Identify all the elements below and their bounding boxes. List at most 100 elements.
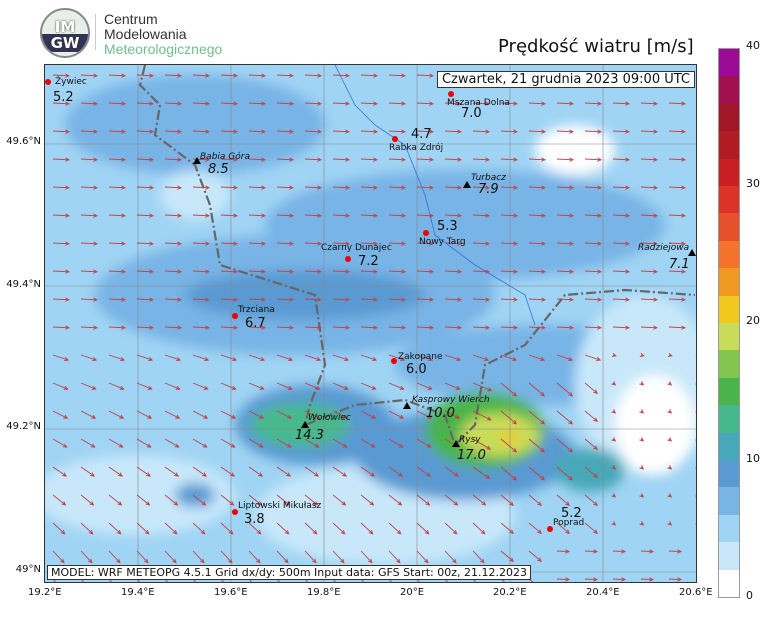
- wind-arrow: [192, 466, 208, 477]
- wind-field: [45, 65, 696, 582]
- wind-arrow: [668, 157, 687, 162]
- wind-arrow: [528, 213, 547, 218]
- divider: [95, 14, 96, 50]
- wind-arrow: [528, 550, 543, 562]
- wind-arrow: [500, 354, 518, 362]
- wind-arrow: [612, 297, 631, 302]
- wind-arrow: [668, 129, 687, 134]
- wind-arrow: [304, 438, 320, 448]
- wind-arrow: [332, 325, 351, 330]
- wind-arrow: [248, 129, 267, 134]
- wind-arrow: [640, 577, 655, 582]
- station-name: Rabka Zdrój: [389, 143, 444, 153]
- wind-arrow: [640, 549, 655, 554]
- wind-arrow: [444, 241, 463, 246]
- wind-arrow: [612, 157, 631, 162]
- peak-marker-icon: [403, 402, 411, 409]
- wind-arrow: [500, 157, 519, 162]
- wind-arrow: [556, 157, 575, 162]
- wind-arrow: [304, 129, 323, 134]
- wind-arrow: [332, 241, 351, 246]
- wind-arrow: [304, 325, 323, 330]
- wind-arrow: [667, 352, 673, 357]
- wind-arrow: [556, 494, 571, 506]
- wind-arrow: [248, 354, 266, 362]
- wind-arrow: [136, 157, 155, 162]
- wind-arrow: [220, 410, 237, 419]
- wind-arrow: [108, 269, 127, 274]
- wind-arrow: [416, 213, 435, 218]
- wind-arrow: [416, 269, 435, 274]
- wind-arrow: [80, 269, 99, 274]
- wind-arrow: [667, 521, 673, 526]
- wind-arrow: [192, 354, 210, 362]
- wind-arrow: [556, 269, 575, 274]
- wind-arrow: [612, 325, 631, 330]
- station-name: Babia Góra: [200, 152, 250, 162]
- wind-arrow: [332, 494, 347, 506]
- wind-arrow: [192, 438, 208, 448]
- wind-arrow: [444, 101, 463, 106]
- wind-arrow: [612, 129, 631, 134]
- wind-arrow: [248, 438, 264, 448]
- wind-arrow: [108, 438, 124, 448]
- wind-arrow: [584, 157, 603, 162]
- wind-arrow: [332, 410, 349, 419]
- wind-arrow: [667, 381, 673, 386]
- wind-arrow: [444, 129, 463, 134]
- wind-arrow: [472, 297, 491, 302]
- wind-arrow: [276, 185, 295, 190]
- wind-arrow: [360, 297, 379, 302]
- wind-arrow: [612, 269, 631, 274]
- wind-arrow: [444, 269, 463, 274]
- colorbar-bin: [719, 322, 739, 351]
- wind-arrow: [304, 157, 323, 162]
- wind-arrow: [416, 241, 435, 246]
- wind-map: Czwartek, 21 grudnia 2023 09:00 UTC MODE…: [44, 64, 697, 583]
- station-wind-value: 7.2: [358, 254, 379, 269]
- wind-arrow: [248, 522, 262, 535]
- wind-arrow: [360, 269, 379, 274]
- wind-arrow: [584, 382, 599, 394]
- wind-arrow: [332, 269, 351, 274]
- wind-arrow: [220, 157, 239, 162]
- station-name: Liptowski Mikułasz: [238, 501, 322, 511]
- colorbar-bin: [719, 76, 739, 104]
- wind-arrow: [611, 381, 617, 386]
- wind-arrow: [80, 578, 85, 582]
- wind-arrow: [360, 410, 377, 419]
- map-title: Prędkość wiatru [m/s]: [498, 36, 694, 57]
- wind-arrow: [192, 269, 211, 274]
- station-name: Turbacz: [471, 173, 506, 183]
- wind-arrow: [164, 269, 183, 274]
- wind-arrow: [584, 297, 603, 302]
- station-name: Rysy: [459, 435, 481, 445]
- wind-arrow: [668, 101, 687, 106]
- wind-arrow: [248, 325, 267, 330]
- wind-arrow: [416, 101, 435, 106]
- wind-arrow: [108, 410, 125, 419]
- wind-arrow: [640, 129, 659, 134]
- wind-arrow: [164, 410, 181, 419]
- wind-arrow: [528, 325, 547, 330]
- wind-arrow: [444, 325, 463, 330]
- wind-arrow: [444, 382, 461, 390]
- wind-arrow: [192, 129, 211, 134]
- wind-arrow: [192, 73, 211, 78]
- wind-arrow: [472, 466, 491, 479]
- wind-arrow: [556, 129, 575, 134]
- peak-marker-icon: [452, 440, 460, 447]
- colorbar-bin: [719, 295, 739, 323]
- wind-arrow: [360, 325, 379, 330]
- colorbar-bin: [719, 542, 739, 570]
- colorbar-tick: 20: [746, 314, 760, 327]
- wind-arrow: [52, 73, 71, 78]
- wind-arrow: [500, 325, 519, 330]
- station-wind-value: 5.3: [437, 219, 458, 234]
- wind-arrow: [52, 438, 68, 448]
- wind-arrow: [52, 101, 71, 106]
- colorbar-tick: 0: [746, 589, 753, 602]
- wind-arrow: [667, 465, 673, 470]
- wind-arrow: [80, 494, 95, 506]
- wind-arrow: [668, 185, 687, 190]
